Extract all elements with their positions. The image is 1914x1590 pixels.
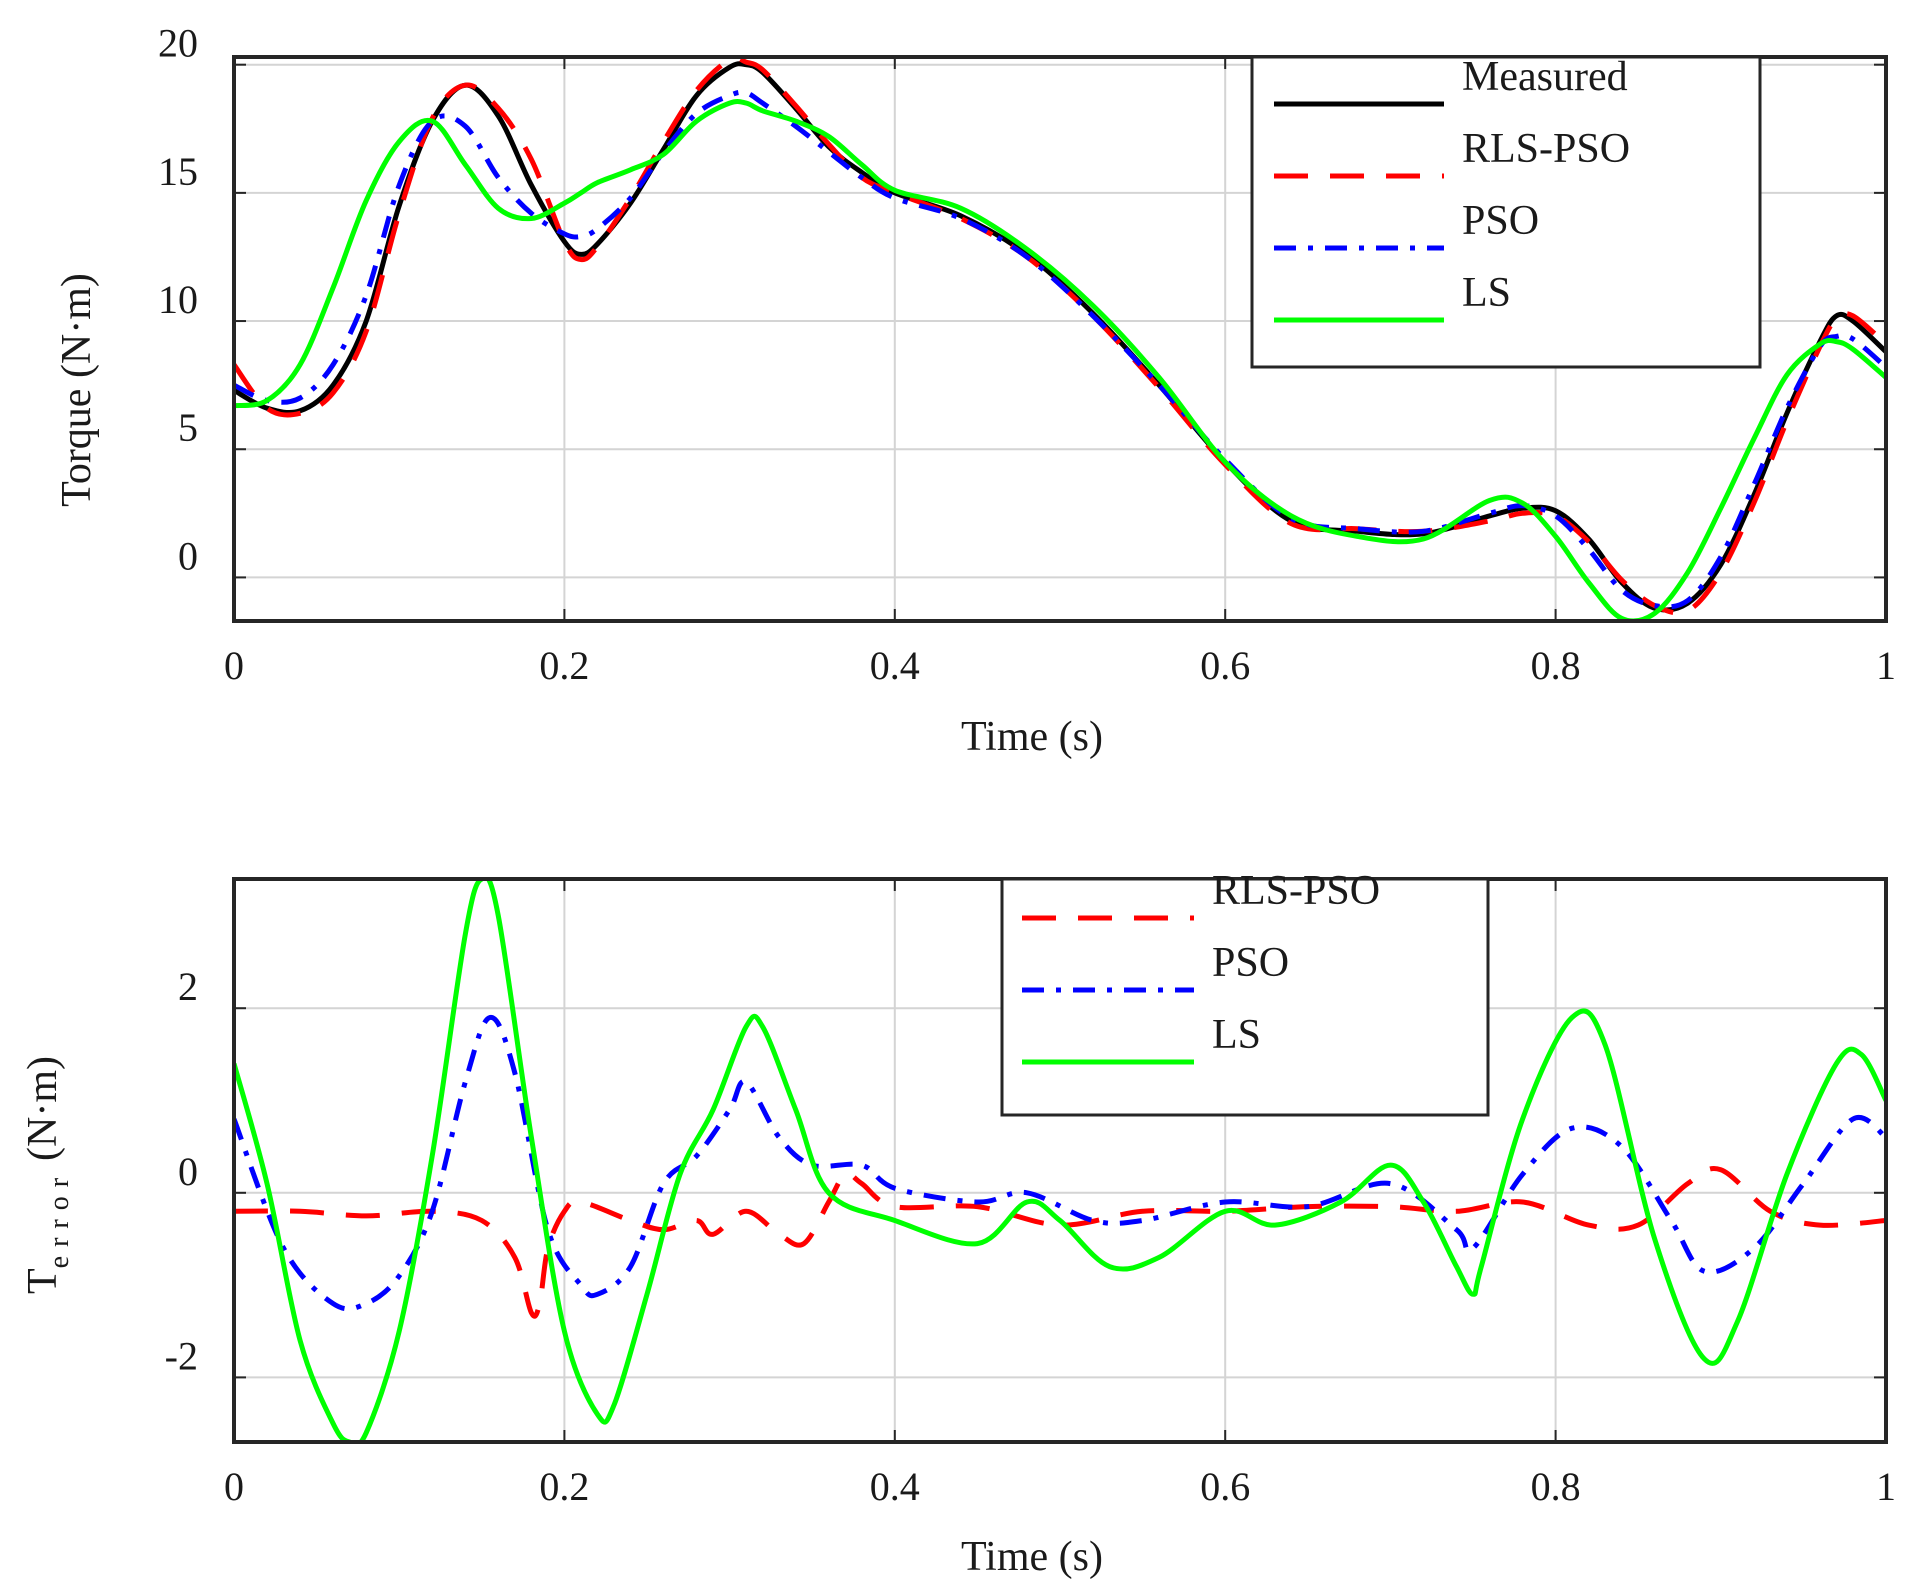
error-y-axis-label: Terror (N·m) bbox=[20, 1056, 75, 1294]
error-y-ticks: -2 0 2 bbox=[165, 964, 1886, 1379]
error-x-tick-label: 0.6 bbox=[1200, 1464, 1250, 1509]
error-y-tick-label: 0 bbox=[178, 1149, 198, 1194]
torque-legend-label-pso: PSO bbox=[1462, 198, 1539, 244]
error-chart: 0 0.2 0.4 0.6 0.8 1 -2 0 2 Time (s) Terror (N·m)… bbox=[20, 868, 1896, 1580]
error-series-lines bbox=[234, 879, 1886, 1442]
error-y-tick-label: 2 bbox=[178, 964, 198, 1009]
error-x-tick-label: 0 bbox=[224, 1464, 244, 1509]
torque-x-tick-label: 0.4 bbox=[870, 643, 920, 688]
torque-series-lines bbox=[234, 57, 1886, 621]
svg-text:Terror(N·m): Terror (N·m) bbox=[20, 1056, 75, 1294]
error-y-tick-label: -2 bbox=[165, 1333, 198, 1378]
torque-x-tick-label: 0 bbox=[224, 643, 244, 688]
torque-legend-label-measured: Measured bbox=[1462, 54, 1628, 100]
error-y-label-subscript: error bbox=[44, 1169, 75, 1268]
torque-legend-box bbox=[1250, 55, 1762, 369]
error-x-tick-label: 0.2 bbox=[539, 1464, 589, 1509]
torque-legend: Measured RLS-PSO PSO LS bbox=[1250, 54, 1762, 369]
torque-x-axis-label: Time (s) bbox=[961, 714, 1103, 760]
torque-y-tick-label: 20 bbox=[158, 21, 198, 66]
torque-legend-label-ls: LS bbox=[1462, 270, 1511, 316]
torque-chart: 0 0.2 0.4 0.6 0.8 1 0 5 10 15 20 Time (s) Torque … bbox=[54, 21, 1896, 760]
torque-y-ticks: 0 5 10 15 20 bbox=[158, 21, 1886, 579]
torque-y-axis-label: Torque (N·m) bbox=[54, 273, 100, 507]
torque-y-tick-label: 10 bbox=[158, 277, 198, 322]
torque-x-tick-label: 0.2 bbox=[539, 643, 589, 688]
error-x-axis-label: Time (s) bbox=[961, 1534, 1103, 1580]
error-legend: RLS-PSO PSO LS bbox=[1000, 868, 1490, 1117]
torque-series-pso bbox=[234, 89, 1886, 610]
error-x-ticks: 0 0.2 0.4 0.6 0.8 1 bbox=[224, 879, 1896, 1509]
error-legend-box bbox=[1000, 877, 1490, 1117]
error-x-tick-label: 0.4 bbox=[870, 1464, 920, 1509]
torque-x-tick-label: 0.8 bbox=[1531, 643, 1581, 688]
error-legend-label-rls-pso: RLS-PSO bbox=[1212, 868, 1380, 914]
error-legend-label-ls: LS bbox=[1212, 1012, 1261, 1058]
torque-axes-box bbox=[232, 55, 1888, 623]
error-x-tick-label: 0.8 bbox=[1531, 1464, 1581, 1509]
error-x-tick-label: 1 bbox=[1876, 1464, 1896, 1509]
torque-x-ticks: 0 0.2 0.4 0.6 0.8 1 bbox=[224, 57, 1896, 688]
torque-y-tick-label: 0 bbox=[178, 533, 198, 578]
torque-series-rls-pso bbox=[234, 57, 1886, 616]
torque-y-tick-label: 5 bbox=[178, 405, 198, 450]
error-series-rls-pso bbox=[234, 1166, 1886, 1319]
torque-x-tick-label: 0.6 bbox=[1200, 643, 1250, 688]
torque-x-tick-label: 1 bbox=[1876, 643, 1896, 688]
torque-y-tick-label: 15 bbox=[158, 149, 198, 194]
error-legend-label-pso: PSO bbox=[1212, 940, 1289, 986]
error-series-ls bbox=[234, 879, 1886, 1442]
torque-series-ls bbox=[234, 99, 1886, 621]
error-y-label-unit: (N·m) bbox=[20, 1056, 66, 1161]
error-y-label-symbol: T bbox=[20, 1268, 66, 1294]
torque-legend-label-rls-pso: RLS-PSO bbox=[1462, 126, 1630, 172]
